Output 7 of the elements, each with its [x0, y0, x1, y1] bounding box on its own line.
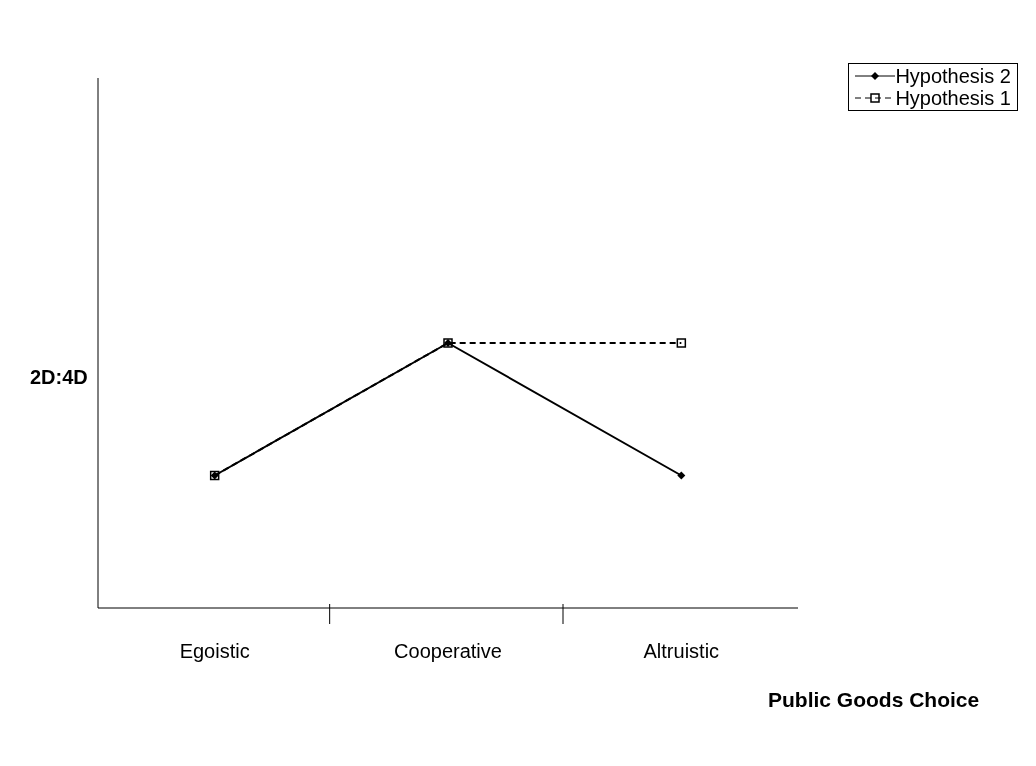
- x-tick-label: Altruistic: [643, 640, 720, 662]
- y-axis-title: 2D:4D: [30, 366, 88, 389]
- x-axis-title: Public Goods Choice: [768, 688, 980, 712]
- legend-label: Hypothesis 2: [895, 65, 1011, 87]
- x-tick-label: Egoistic: [179, 640, 250, 662]
- x-tick-label: Cooperative: [394, 640, 502, 662]
- legend-label: Hypothesis 1: [895, 87, 1011, 109]
